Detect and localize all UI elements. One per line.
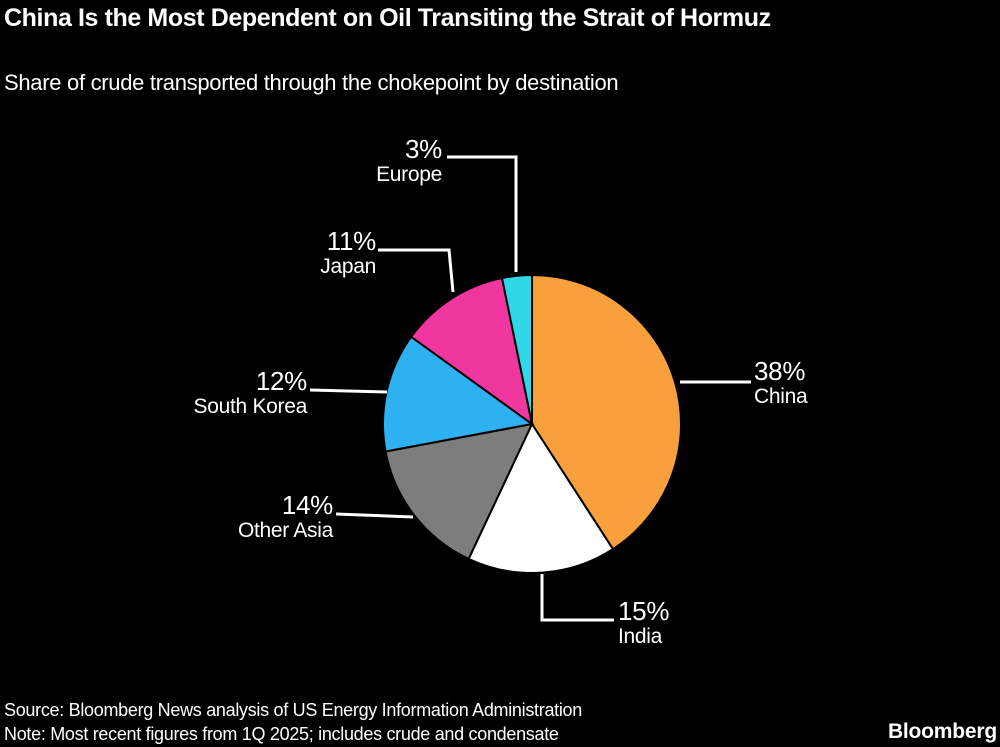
pie-slices-group — [382, 273, 682, 574]
slice-name-japan: Japan — [320, 255, 376, 278]
leader-line-europe — [447, 155, 518, 272]
chart-subtitle: Share of crude transported through the c… — [4, 70, 619, 95]
pie-slice-other-asia — [384, 422, 534, 561]
slice-pct-china: 38% — [754, 356, 806, 386]
slice-name-china: China — [754, 385, 808, 408]
leader-line-south-korea — [309, 388, 388, 394]
slice-name-india: India — [618, 625, 663, 648]
slice-label-india: 15% India — [618, 597, 669, 648]
slice-name-europe: Europe — [376, 163, 442, 186]
slice-pct-other-asia: 14% — [281, 490, 333, 520]
pie-slice-india — [467, 421, 615, 574]
page-title: China Is the Most Dependent on Oil Trans… — [4, 4, 771, 32]
slice-pct-europe: 3% — [405, 134, 442, 164]
source-line: Source: Bloomberg News analysis of US En… — [4, 700, 582, 720]
bloomberg-logo: Bloomberg — [887, 720, 997, 743]
slice-label-other-asia: 14% Other Asia — [238, 491, 333, 542]
slice-pct-india: 15% — [618, 596, 670, 626]
slice-label-south-korea: 12% South Korea — [193, 366, 308, 418]
slice-label-china: 38% China — [754, 356, 808, 408]
slice-pct-japan: 11% — [326, 226, 377, 256]
leader-line-other-asia — [335, 512, 414, 519]
slice-label-japan: 11% Japan — [320, 227, 376, 278]
pie-slice-japan — [409, 276, 534, 427]
note-line: Note: Most recent figures from 1Q 2025; … — [4, 724, 559, 744]
slice-pct-south-korea: 12% — [255, 366, 307, 396]
slice-name-south-korea: South Korea — [193, 395, 308, 418]
slice-label-europe: 3% Europe — [376, 135, 442, 186]
leader-line-india — [540, 574, 614, 622]
leader-line-japan — [378, 248, 455, 293]
slice-name-other-asia: Other Asia — [237, 519, 333, 542]
pie-slice-europe — [500, 273, 533, 425]
